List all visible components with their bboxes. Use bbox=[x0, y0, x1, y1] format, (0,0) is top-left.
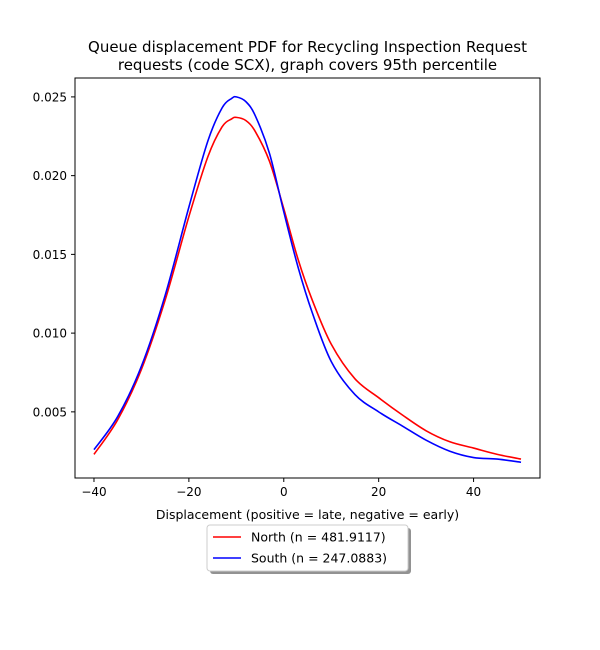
y-axis: 0.005 0.010 0.015 0.020 0.025 bbox=[33, 90, 75, 419]
x-tick-label: 40 bbox=[466, 485, 481, 499]
series-line-south bbox=[93, 95, 522, 464]
y-tick-label: 0.020 bbox=[33, 169, 67, 183]
x-axis-label: Displacement (positive = late, negative … bbox=[156, 507, 459, 522]
y-tick-label: 0.015 bbox=[33, 248, 67, 262]
y-tick-label: 0.010 bbox=[33, 327, 67, 341]
x-tick-label: 20 bbox=[371, 485, 386, 499]
legend-box bbox=[206, 524, 409, 572]
x-tick-label: −20 bbox=[176, 485, 201, 499]
y-tick-label: 0.025 bbox=[33, 90, 67, 104]
legend: North (n = 481.9117) South (n = 247.0883… bbox=[206, 524, 411, 574]
plot-lines bbox=[93, 95, 522, 464]
series-line-north bbox=[93, 116, 522, 460]
chart-title-line2: requests (code SCX), graph covers 95th p… bbox=[118, 56, 497, 74]
plot-frame bbox=[74, 77, 541, 479]
x-tick-label: 0 bbox=[280, 485, 288, 499]
x-tick-label: −40 bbox=[81, 485, 106, 499]
legend-label-south: South (n = 247.0883) bbox=[251, 551, 387, 566]
x-axis: −40 −20 0 20 40 bbox=[81, 478, 481, 499]
chart-title-line1: Queue displacement PDF for Recycling Ins… bbox=[88, 38, 527, 56]
y-tick-label: 0.005 bbox=[33, 405, 67, 419]
legend-label-north: North (n = 481.9117) bbox=[251, 530, 386, 545]
